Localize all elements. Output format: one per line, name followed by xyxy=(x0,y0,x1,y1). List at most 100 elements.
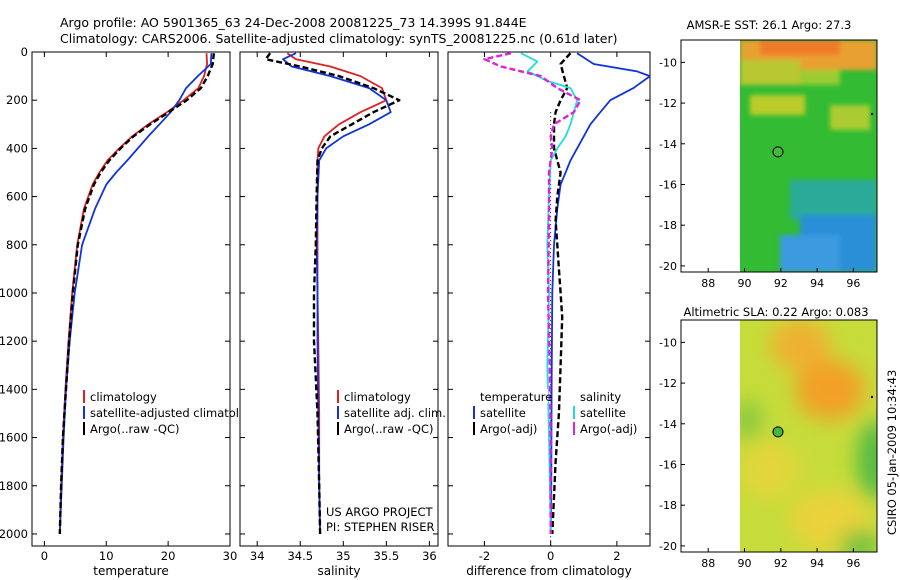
sla-low-patch xyxy=(740,400,762,440)
salinity-axes-box xyxy=(239,51,439,547)
x-tick-label: 0 xyxy=(547,549,554,563)
map-y-tick-label: -14 xyxy=(659,138,677,151)
map-y-tick-label: -16 xyxy=(659,178,677,191)
x-tick-label: 36 xyxy=(422,549,437,563)
sst-field xyxy=(740,40,877,272)
map-x-tick-label: 90 xyxy=(738,557,752,570)
temperature-panel: 0 10 20 30 0 200 400 600 800 1000 1200 1400 1600 1800… xyxy=(0,45,260,578)
y-tick-label: 200 xyxy=(6,93,28,107)
sla-field-patches xyxy=(740,320,877,552)
x-tick-label: 10 xyxy=(99,549,114,563)
map-y-tick-label: -18 xyxy=(659,499,677,512)
temperature-ticks: 0 10 20 30 0 200 400 600 800 1000 1200 1400 1600 1800… xyxy=(0,45,237,563)
sst-map-frame xyxy=(680,39,878,273)
project-name: US ARGO PROJECT xyxy=(326,505,434,519)
difference-ticks: -2 0 2 xyxy=(448,51,650,563)
y-tick-label: 2000 xyxy=(0,527,28,541)
legend-bg xyxy=(573,389,633,403)
y-tick-label: 400 xyxy=(6,141,28,155)
sla-map-title: Altimetric SLA: 0.22 Argo: 0.083 xyxy=(683,305,868,319)
salinity-legend: climatology satellite adj. clim. Argo(..… xyxy=(337,390,446,436)
map-y-tick-label: -16 xyxy=(659,458,677,471)
map-x-tick-label: 88 xyxy=(701,277,715,290)
temperature-axes-box xyxy=(31,51,231,547)
sst-map-ticks: 88 90 92 94 96 -10 -12 -14 -16 -18 -20 xyxy=(659,56,860,290)
sst-map-title: AMSR-E SST: 26.1 Argo: 27.3 xyxy=(687,18,852,32)
map-x-tick-label: 96 xyxy=(846,557,860,570)
x-tick-label: 34.5 xyxy=(287,549,313,563)
map-y-tick-label: -20 xyxy=(659,540,677,553)
x-tick-label: 0 xyxy=(41,549,48,563)
sst-patch xyxy=(750,95,805,115)
legend-label-argo: Argo(..raw -QC) xyxy=(90,422,180,436)
legend-bg xyxy=(472,389,548,403)
map-dot xyxy=(870,395,874,399)
sla-low-patch xyxy=(840,531,877,552)
x-tick-label: 20 xyxy=(161,549,176,563)
y-tick-label: 1800 xyxy=(0,479,28,493)
map-x-tick-label: 88 xyxy=(701,557,715,570)
legend-label-satellite: satellite adj. clim. xyxy=(344,406,446,420)
series-line-satellite-adj-clim xyxy=(282,52,392,535)
difference-lines xyxy=(483,52,650,535)
series-line-argo-raw-qc xyxy=(264,52,401,535)
y-tick-label: 1000 xyxy=(0,286,28,300)
sla-high-patch xyxy=(770,320,830,370)
x-tick-label: 35 xyxy=(336,549,351,563)
legend-label-temp-satellite: satellite xyxy=(480,406,526,420)
map-y-tick-label: -18 xyxy=(659,219,677,232)
sst-patch xyxy=(790,180,877,220)
temperature-lines xyxy=(58,53,216,535)
map-x-tick-label: 90 xyxy=(738,277,752,290)
legend-label-temp-argo: Argo(-adj) xyxy=(480,422,537,436)
sla-map-ticks: 88 90 92 94 96 -10 -12 -14 -16 -18 -20 xyxy=(659,336,860,570)
sla-high-patch xyxy=(795,360,865,420)
sst-patch xyxy=(740,60,800,85)
legend-label-climatology: climatology xyxy=(344,390,411,404)
x-tick-label: 2 xyxy=(613,549,620,563)
y-tick-label: 1400 xyxy=(0,382,28,396)
map-x-tick-label: 92 xyxy=(774,557,788,570)
header-line-2: Climatology: CARS2006. Satellite-adjuste… xyxy=(60,31,617,46)
legend-label-sal-argo: Argo(-adj) xyxy=(580,422,637,436)
x-tick-label: -2 xyxy=(479,549,490,563)
map-x-tick-label: 92 xyxy=(774,277,788,290)
sst-patch xyxy=(830,105,870,130)
x-tick-label: 35.5 xyxy=(374,549,400,563)
map-y-tick-label: -12 xyxy=(659,377,677,390)
series-line-argo-raw-qc xyxy=(58,53,216,535)
temperature-xlabel: temperature xyxy=(93,564,168,578)
y-tick-label: 0 xyxy=(21,45,28,59)
map-y-tick-label: -10 xyxy=(659,336,677,349)
salinity-xlabel: salinity xyxy=(317,564,360,578)
legend-label-satellite: satellite-adjusted climatology xyxy=(90,406,260,420)
map-dot xyxy=(870,112,874,116)
map-y-tick-label: -20 xyxy=(659,260,677,273)
salinity-ticks: 34 34.5 35 35.5 36 xyxy=(240,51,438,563)
sla-map-panel: Altimetric SLA: 0.22 Argo: 0.083 88 90 92 9… xyxy=(659,305,878,570)
y-tick-label: 1600 xyxy=(0,431,28,445)
difference-xlabel: difference from climatology xyxy=(466,564,632,578)
project-pi: PI: STEPHEN RISER xyxy=(326,520,435,534)
legend-heading-salinity: salinity xyxy=(580,390,621,404)
sst-map-panel: AMSR-E SST: 26.1 Argo: 27.3 88 90 92 94 96 -1… xyxy=(659,18,878,290)
series-line-salinity-argo-adj xyxy=(483,52,582,534)
y-tick-label: 600 xyxy=(6,190,28,204)
series-line-temperature-argo-adj xyxy=(551,52,572,535)
series-line-temperature-satellite xyxy=(549,52,650,535)
float-position-marker xyxy=(772,146,784,158)
salinity-lines xyxy=(264,52,401,535)
x-tick-label: 34 xyxy=(250,549,265,563)
sst-field-patches xyxy=(740,40,877,272)
y-tick-label: 1200 xyxy=(0,334,28,348)
map-x-tick-label: 94 xyxy=(810,277,824,290)
sst-cool-patch xyxy=(780,235,840,272)
sla-map-frame xyxy=(680,319,878,553)
sst-patch xyxy=(800,70,840,85)
map-x-tick-label: 94 xyxy=(810,557,824,570)
map-y-tick-label: -14 xyxy=(659,418,677,431)
sst-warmest-patch xyxy=(760,40,840,55)
y-tick-label: 800 xyxy=(6,238,28,252)
legend-heading-temperature: temperature xyxy=(480,390,552,404)
